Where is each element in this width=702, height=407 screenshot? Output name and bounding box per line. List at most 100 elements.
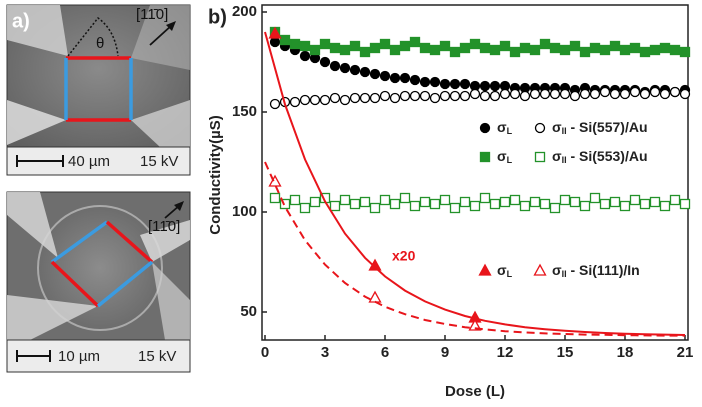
- fit-line: [264, 161, 685, 337]
- data-point: [609, 196, 621, 208]
- data-point: [679, 46, 691, 58]
- x-axis-label: Dose (L): [445, 383, 505, 400]
- data-point: [309, 94, 321, 106]
- data-point: [339, 44, 351, 56]
- data-point: [569, 196, 581, 208]
- legend-label: σL: [497, 119, 513, 137]
- data-point: [429, 92, 441, 104]
- legend-marker: [534, 151, 546, 163]
- data-point: [349, 40, 361, 52]
- data-point: [509, 88, 521, 100]
- data-point: [389, 44, 401, 56]
- data-point: [529, 88, 541, 100]
- scale-label: 10 µm: [58, 348, 100, 365]
- data-point: [559, 194, 571, 206]
- data-point: [459, 90, 471, 102]
- data-point: [599, 198, 611, 210]
- legend-label: σL: [497, 148, 513, 166]
- data-point: [599, 44, 611, 56]
- data-point: [339, 194, 351, 206]
- legend-label: σII - Si(553)/Au: [552, 148, 648, 166]
- y-tick-label: 100: [232, 203, 257, 220]
- data-point: [679, 88, 691, 100]
- data-point: [659, 42, 671, 54]
- data-point: [349, 198, 361, 210]
- data-point: [669, 194, 681, 206]
- data-point: [629, 86, 641, 98]
- data-point: [479, 42, 491, 54]
- data-point: [309, 196, 321, 208]
- data-point: [268, 174, 282, 187]
- plot-area: [264, 26, 691, 337]
- data-point: [579, 200, 591, 212]
- data-point: [429, 198, 441, 210]
- data-point: [349, 64, 361, 76]
- data-point: [489, 90, 501, 102]
- data-point: [619, 88, 631, 100]
- data-point: [549, 202, 561, 214]
- data-point: [649, 44, 661, 56]
- data-point: [399, 72, 411, 84]
- data-point: [339, 94, 351, 106]
- data-point: [609, 88, 621, 100]
- data-point: [359, 196, 371, 208]
- data-point: [269, 98, 281, 110]
- data-point: [359, 46, 371, 58]
- data-point: [439, 90, 451, 102]
- data-point: [619, 44, 631, 56]
- legend-label: σL: [497, 262, 513, 280]
- data-point: [569, 40, 581, 52]
- data-point: [409, 200, 421, 212]
- data-point: [479, 90, 491, 102]
- data-point: [399, 90, 411, 102]
- data-point: [399, 40, 411, 52]
- data-point: [329, 92, 341, 104]
- x-tick-label: 18: [617, 344, 634, 361]
- data-point: [468, 318, 482, 331]
- data-point: [559, 44, 571, 56]
- data-point: [299, 202, 311, 214]
- legend-label: σII - Si(111)/In: [552, 262, 640, 280]
- data-point: [589, 42, 601, 54]
- data-point: [579, 46, 591, 58]
- data-point: [539, 88, 551, 100]
- panel-label: b): [208, 6, 227, 28]
- data-point: [479, 80, 491, 92]
- voltage-label: 15 kV: [140, 153, 178, 170]
- data-point: [268, 26, 282, 39]
- data-point: [609, 40, 621, 52]
- data-point: [329, 42, 341, 54]
- y-tick-label: 50: [240, 303, 257, 320]
- data-point: [569, 90, 581, 102]
- data-point: [459, 196, 471, 208]
- data-point: [519, 42, 531, 54]
- data-point: [509, 46, 521, 58]
- data-point: [469, 200, 481, 212]
- data-point: [359, 66, 371, 78]
- x-tick-label: 21: [677, 344, 694, 361]
- data-point: [519, 200, 531, 212]
- data-point: [349, 92, 361, 104]
- data-point: [409, 90, 421, 102]
- data-point: [639, 46, 651, 58]
- data-point: [459, 78, 471, 90]
- data-point: [289, 194, 301, 206]
- data-point: [309, 44, 321, 56]
- angle-label: θ: [96, 35, 104, 52]
- data-point: [639, 88, 651, 100]
- data-point: [379, 70, 391, 82]
- plot-frame: [261, 4, 689, 341]
- x-tick-label: 0: [261, 344, 269, 361]
- data-point: [409, 74, 421, 86]
- legend-marker: [478, 263, 492, 276]
- data-point: [669, 86, 681, 98]
- data-point: [368, 290, 382, 303]
- data-point: [539, 198, 551, 210]
- annotation: x20: [392, 248, 416, 264]
- y-axis-label: Conductivity(µS): [207, 115, 224, 234]
- data-point: [419, 76, 431, 88]
- data-point: [459, 42, 471, 54]
- voltage-label: 15 kV: [138, 348, 176, 365]
- fit-line: [264, 31, 686, 336]
- data-point: [389, 72, 401, 84]
